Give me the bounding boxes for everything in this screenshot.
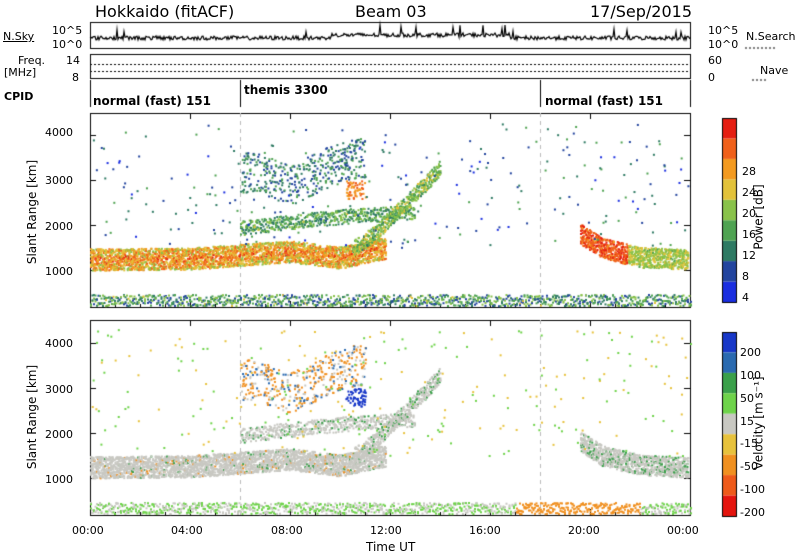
power-ytick-3000: 3000: [45, 174, 73, 187]
beam-title: Beam 03: [355, 2, 427, 21]
freq-tick-bottom: 8: [72, 71, 79, 84]
station-title: Hokkaido (fitACF): [95, 2, 235, 21]
freq-tick-top: 14: [66, 54, 80, 67]
nsky-tick-bottom: 10^0: [52, 38, 83, 51]
xtick-3: 12:00: [370, 524, 402, 537]
cpid-mode-2: themis 3300: [244, 83, 328, 97]
cpid-label: CPID: [4, 90, 34, 103]
xtick-1: 04:00: [171, 524, 203, 537]
nsky-tick-top: 10^5: [52, 24, 83, 37]
power-cb-tick-24: 24: [742, 186, 756, 199]
nave-label: Nave: [760, 64, 789, 77]
vel-cb-tick-200: 200: [740, 346, 761, 359]
velocity-ytick-1000: 1000: [45, 473, 73, 486]
xtick-2: 08:00: [271, 524, 303, 537]
cpid-mode-3: normal (fast) 151: [545, 94, 663, 108]
xtick-0: 00:00: [72, 524, 104, 537]
velocity-ylabel: Slant Range [km]: [25, 364, 40, 470]
nsearch-label: N.Search: [746, 30, 796, 43]
nave-tick-bottom: 0: [708, 71, 715, 84]
nsearch-tick-bottom: 10^0: [708, 38, 739, 51]
power-cb-tick-8: 8: [742, 270, 749, 283]
nave-tick-top: 60: [708, 54, 722, 67]
vel-cb-tick-15: 15: [740, 415, 754, 428]
vel-cb-tick-neg15: -15: [740, 437, 758, 450]
freq-label: Freq.: [18, 54, 46, 67]
power-ytick-1000: 1000: [45, 265, 73, 278]
vel-cb-tick-neg100: -100: [740, 483, 765, 496]
velocity-ytick-4000: 4000: [45, 337, 73, 350]
power-ytick-4000: 4000: [45, 126, 73, 139]
cpid-mode-1: normal (fast) 151: [93, 94, 211, 108]
power-cb-tick-4: 4: [742, 291, 749, 304]
xtick-4: 16:00: [469, 524, 501, 537]
velocity-ytick-3000: 3000: [45, 383, 73, 396]
power-cb-tick-16: 16: [742, 228, 756, 241]
power-cb-tick-20: 20: [742, 207, 756, 220]
vel-cb-tick-neg50: -50: [740, 460, 758, 473]
vel-cb-tick-50: 50: [740, 392, 754, 405]
vel-cb-tick-neg200: -200: [740, 506, 765, 519]
velocity-ytick-2000: 2000: [45, 428, 73, 441]
nsearch-tick-top: 10^5: [708, 24, 739, 37]
x-axis-label: Time UT: [366, 540, 416, 554]
xtick-5: 20:00: [568, 524, 600, 537]
freq-unit-label: [MHz]: [4, 66, 37, 79]
date-title: 17/Sep/2015: [590, 2, 693, 21]
power-ytick-2000: 2000: [45, 220, 73, 233]
xtick-6: 00:00: [667, 524, 699, 537]
vel-cb-tick-100: 100: [740, 369, 761, 382]
power-cb-tick-12: 12: [742, 249, 756, 262]
nsky-label: N.Sky: [3, 30, 35, 43]
power-cb-tick-28: 28: [742, 165, 756, 178]
power-ylabel: Slant Range [km]: [25, 159, 40, 265]
